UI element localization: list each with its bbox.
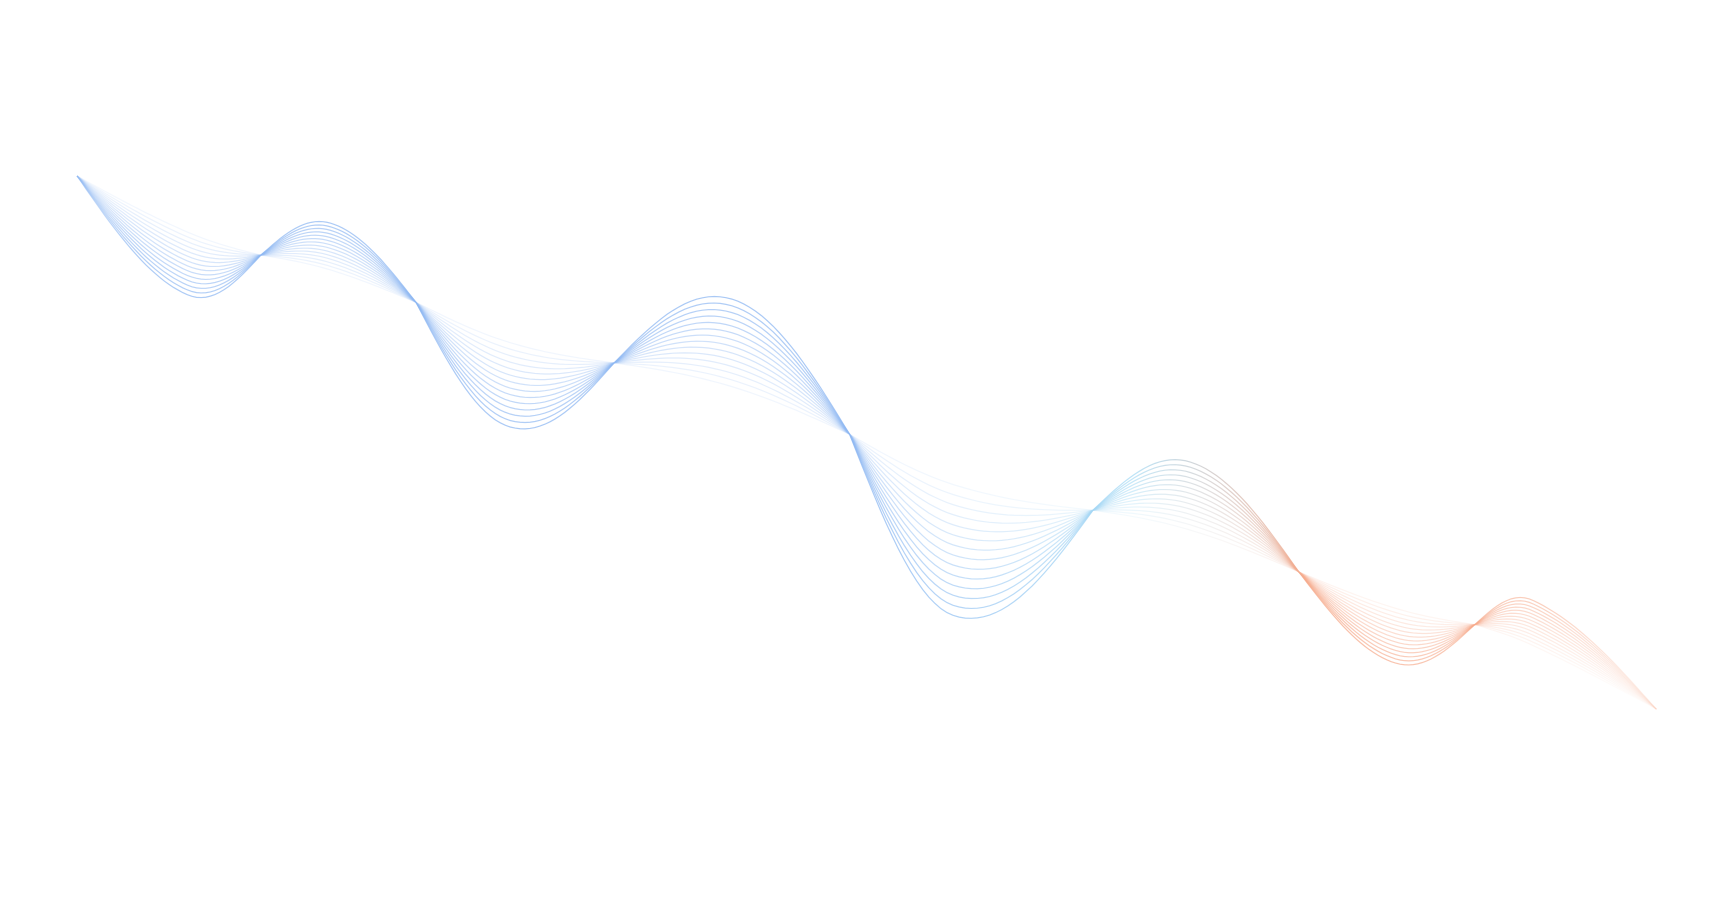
wave-line	[76, 175, 1657, 710]
wave-lines	[76, 175, 1657, 710]
